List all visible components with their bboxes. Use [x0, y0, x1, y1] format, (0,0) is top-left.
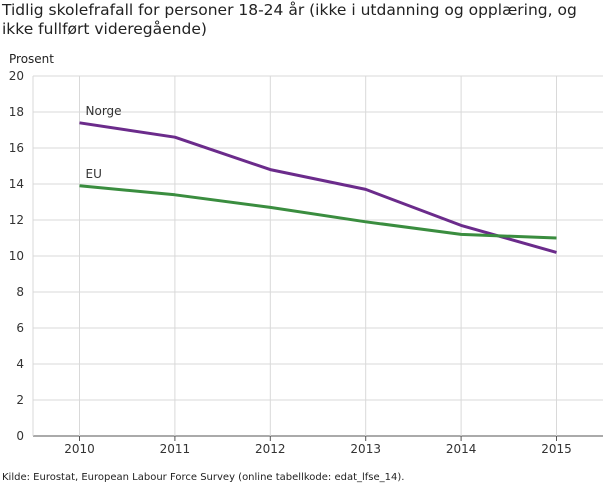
y-tick-label: 20	[9, 69, 24, 83]
source-note: Kilde: Eurostat, European Labour Force S…	[2, 472, 405, 483]
y-tick-label: 18	[9, 105, 24, 119]
y-tick-label: 12	[9, 213, 24, 227]
x-tick-label: 2014	[446, 442, 477, 456]
y-tick-label: 10	[9, 249, 24, 263]
y-tick-label: 16	[9, 141, 24, 155]
x-tick-label: 2015	[541, 442, 572, 456]
x-tick-label: 2012	[255, 442, 286, 456]
y-tick-label: 14	[9, 177, 24, 191]
x-tick-label: 2013	[350, 442, 381, 456]
series-label-norge: Norge	[86, 104, 122, 118]
y-tick-label: 4	[16, 357, 24, 371]
x-tick-label: 2011	[160, 442, 191, 456]
x-tick-label: 2010	[64, 442, 95, 456]
series-label-eu: EU	[86, 167, 102, 181]
y-tick-label: 8	[16, 285, 24, 299]
y-tick-label: 0	[16, 429, 24, 443]
y-tick-label: 6	[16, 321, 24, 335]
series-line-norge	[79, 121, 557, 254]
chart-title: Tidlig skolefrafall for personer 18-24 å…	[2, 1, 577, 38]
y-axis-label: Prosent	[9, 52, 54, 66]
series-line-eu	[79, 184, 557, 240]
y-tick-label: 2	[16, 393, 24, 407]
